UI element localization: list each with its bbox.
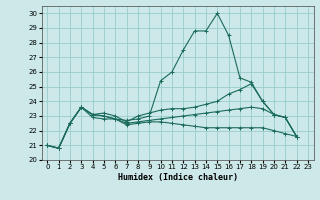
X-axis label: Humidex (Indice chaleur): Humidex (Indice chaleur) — [118, 173, 237, 182]
